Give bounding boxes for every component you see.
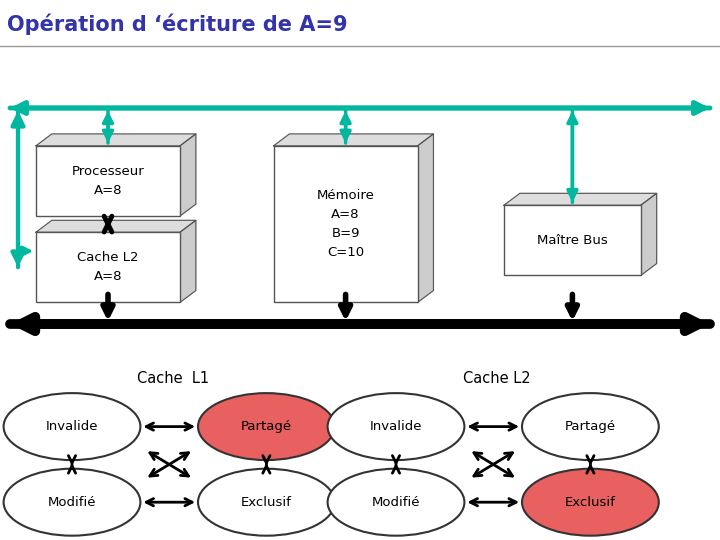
Polygon shape (274, 134, 433, 146)
Bar (36, 146, 180, 216)
Polygon shape (641, 193, 657, 275)
Text: Cache L2: Cache L2 (463, 371, 531, 386)
Text: Modifié: Modifié (372, 496, 420, 509)
Ellipse shape (198, 469, 335, 536)
Ellipse shape (4, 393, 140, 460)
Text: Invalide: Invalide (46, 420, 98, 433)
Text: Mémoire
A=8
B=9
C=10: Mémoire A=8 B=9 C=10 (317, 189, 374, 259)
Ellipse shape (328, 393, 464, 460)
Text: Processeur
A=8: Processeur A=8 (71, 165, 145, 197)
Polygon shape (418, 134, 433, 302)
Polygon shape (180, 134, 196, 216)
Text: Partagé: Partagé (564, 420, 616, 433)
Text: Cache L2
A=8: Cache L2 A=8 (77, 251, 139, 284)
Ellipse shape (4, 469, 140, 536)
Text: Maître Bus: Maître Bus (537, 234, 608, 247)
Text: Invalide: Invalide (370, 420, 422, 433)
Text: Exclusif: Exclusif (565, 496, 616, 509)
Text: Partagé: Partagé (240, 420, 292, 433)
Text: Modifié: Modifié (48, 496, 96, 509)
Ellipse shape (522, 393, 659, 460)
Text: Cache  L1: Cache L1 (137, 371, 209, 386)
Polygon shape (36, 134, 196, 146)
Text: Opération d ‘écriture de A=9: Opération d ‘écriture de A=9 (7, 14, 348, 35)
Bar (36, 232, 180, 302)
Ellipse shape (328, 469, 464, 536)
Polygon shape (180, 220, 196, 302)
Ellipse shape (198, 393, 335, 460)
Text: Exclusif: Exclusif (241, 496, 292, 509)
Polygon shape (36, 220, 196, 232)
Bar (274, 146, 418, 302)
Ellipse shape (522, 469, 659, 536)
Polygon shape (504, 193, 657, 205)
Bar (504, 205, 641, 275)
